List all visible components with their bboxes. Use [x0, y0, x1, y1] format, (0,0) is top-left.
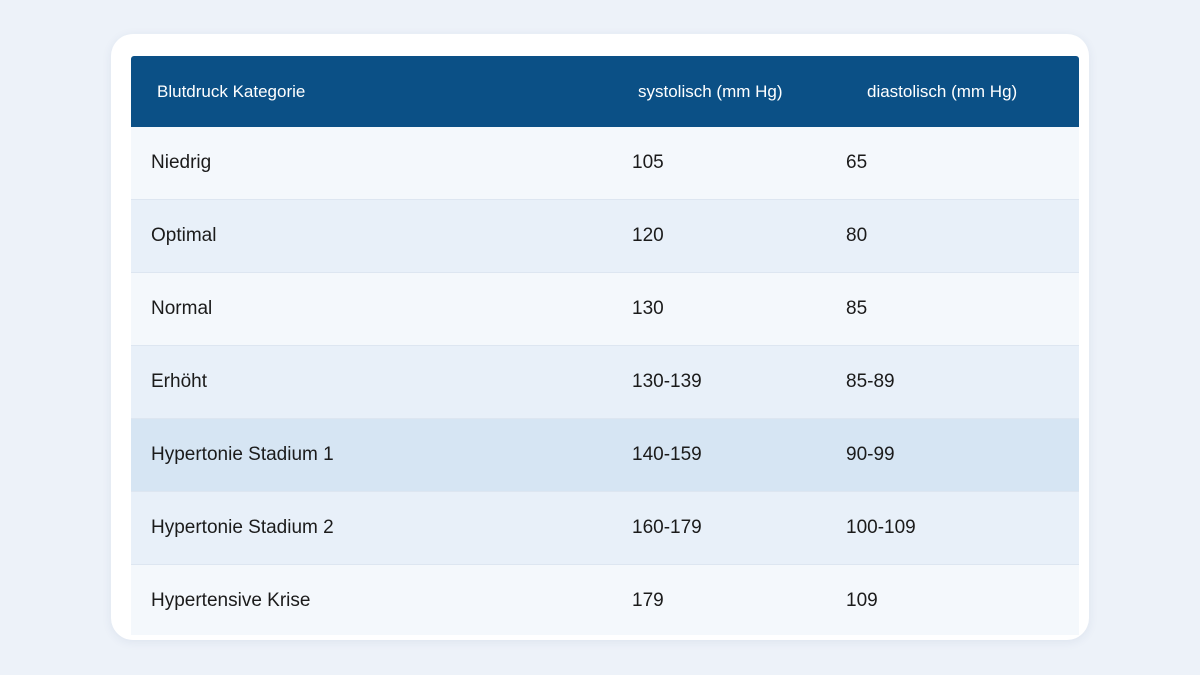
cell-diastolic: 80	[846, 225, 868, 246]
cell-systolic: 130	[632, 298, 664, 319]
cell-category: Hypertonie Stadium 2	[151, 517, 334, 538]
table-header: Blutdruck Kategorie systolisch (mm Hg) d…	[131, 56, 1079, 127]
cell-category: Hypertensive Krise	[151, 590, 311, 611]
table-row: Erhöht 130-139 85-89	[131, 346, 1079, 419]
cell-systolic: 130-139	[632, 371, 702, 392]
cell-diastolic: 65	[846, 152, 868, 173]
table-row: Hypertensive Krise 179 109	[131, 565, 1079, 635]
blood-pressure-table: Blutdruck Kategorie systolisch (mm Hg) d…	[131, 56, 1079, 635]
table-row: Hypertonie Stadium 2 160-179 100-109	[131, 492, 1079, 565]
table-row: Optimal 120 80	[131, 200, 1079, 273]
cell-category: Optimal	[151, 225, 217, 246]
cell-diastolic: 90-99	[846, 444, 895, 465]
table-row: Normal 130 85	[131, 273, 1079, 346]
cell-category: Niedrig	[151, 152, 212, 173]
table-row: Niedrig 105 65	[131, 127, 1079, 200]
cell-category: Hypertonie Stadium 1	[151, 444, 334, 465]
cell-systolic: 160-179	[632, 517, 702, 538]
cell-diastolic: 85-89	[846, 371, 895, 392]
cell-category: Normal	[151, 298, 213, 319]
cell-diastolic: 109	[846, 590, 878, 611]
cell-systolic: 179	[632, 590, 664, 611]
header-systolic: systolisch (mm Hg)	[638, 82, 783, 101]
cell-systolic: 140-159	[632, 444, 702, 465]
header-category: Blutdruck Kategorie	[157, 82, 306, 101]
cell-systolic: 105	[632, 152, 664, 173]
header-diastolic: diastolisch (mm Hg)	[867, 82, 1018, 101]
cell-diastolic: 85	[846, 298, 868, 319]
table-row: Hypertonie Stadium 1 140-159 90-99	[131, 419, 1079, 492]
cell-diastolic: 100-109	[846, 517, 916, 538]
cell-systolic: 120	[632, 225, 664, 246]
cell-category: Erhöht	[151, 371, 207, 392]
